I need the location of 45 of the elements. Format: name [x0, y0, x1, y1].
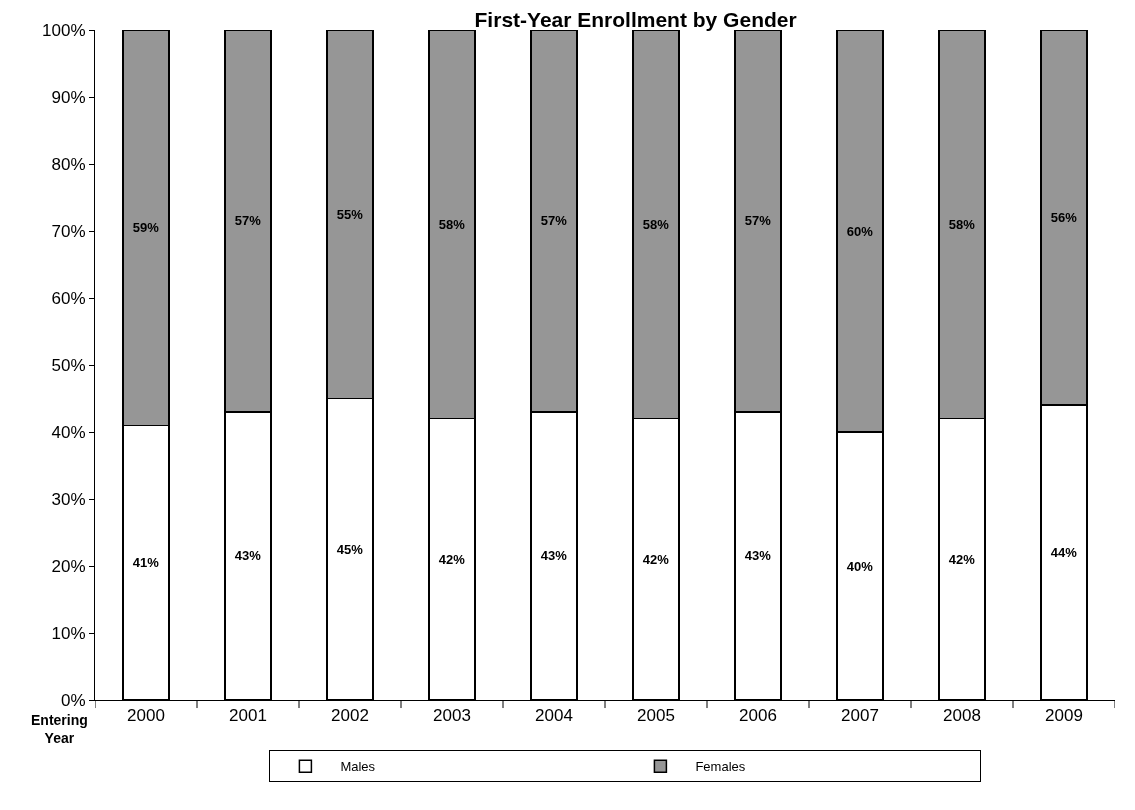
- y-tick-label: 80%: [51, 154, 86, 174]
- data-label: 42%: [948, 551, 976, 567]
- y-tick-label: 40%: [51, 422, 86, 442]
- legend-label: Males: [340, 759, 376, 775]
- data-label: 42%: [438, 551, 466, 567]
- data-label: 60%: [846, 223, 874, 239]
- data-label: 42%: [642, 551, 670, 567]
- y-tick-label: 60%: [51, 288, 86, 308]
- chart-title: First-Year Enrollment by Gender: [474, 7, 797, 31]
- data-label: 56%: [1050, 210, 1078, 226]
- x-tick-label: 2009: [1045, 706, 1083, 726]
- data-label: 43%: [234, 548, 262, 564]
- data-label: 43%: [744, 548, 772, 564]
- data-label: 41%: [132, 555, 160, 571]
- y-tick-label: 20%: [51, 556, 86, 576]
- y-tick-label: 70%: [51, 221, 86, 241]
- data-label: 58%: [642, 216, 670, 232]
- y-tick-label: 100%: [42, 20, 86, 40]
- data-label: 57%: [744, 213, 772, 229]
- data-label: 45%: [336, 541, 364, 557]
- data-label: 44%: [1050, 545, 1078, 561]
- y-tick-label: 10%: [51, 623, 86, 643]
- data-label: 58%: [948, 216, 976, 232]
- x-tick-label: 2007: [841, 706, 879, 726]
- x-tick-label: 2000: [127, 706, 165, 726]
- data-label: 58%: [438, 216, 466, 232]
- x-tick-label: 2004: [535, 706, 573, 726]
- data-label: 43%: [540, 548, 568, 564]
- x-tick-label: 2002: [331, 706, 369, 726]
- data-label: 40%: [846, 558, 874, 574]
- data-label: 57%: [540, 213, 568, 229]
- data-label: 55%: [336, 206, 364, 222]
- x-tick-label: 2003: [433, 706, 471, 726]
- legend-label: Females: [695, 759, 746, 775]
- x-tick-label: 2006: [739, 706, 777, 726]
- x-tick-label: 2001: [229, 706, 267, 726]
- x-axis-title: Entering Year: [31, 712, 88, 747]
- y-tick-label: 30%: [51, 489, 86, 509]
- y-tick-label: 0%: [61, 690, 86, 710]
- y-tick-label: 90%: [51, 87, 86, 107]
- y-tick-label: 50%: [51, 355, 86, 375]
- x-tick-label: 2008: [943, 706, 981, 726]
- data-label: 59%: [132, 220, 160, 236]
- data-label: 57%: [234, 213, 262, 229]
- x-tick-label: 2005: [637, 706, 675, 726]
